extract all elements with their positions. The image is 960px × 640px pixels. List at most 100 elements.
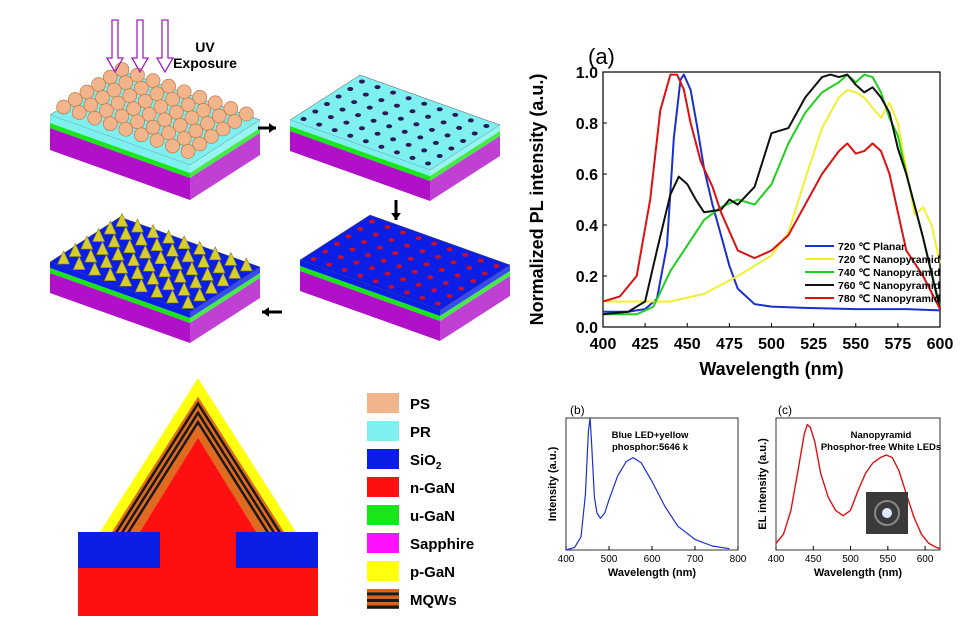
- sio2-hole: [442, 280, 449, 285]
- pr-hole: [405, 142, 412, 147]
- sio2-hole: [435, 254, 442, 259]
- sio2-hole: [384, 225, 391, 230]
- ps-sphere: [180, 144, 196, 159]
- legend-swatch: [367, 477, 399, 497]
- x-tick-label: 700: [687, 554, 704, 565]
- pr-hole: [335, 94, 342, 99]
- x-tick-label: 400: [590, 336, 617, 353]
- legend-label-text: PS: [410, 396, 430, 413]
- block-layer-front: [300, 271, 440, 341]
- pr-hole: [347, 133, 354, 138]
- sio2-hole: [361, 240, 368, 245]
- block-layer-front: [290, 120, 430, 176]
- ps-sphere: [165, 138, 180, 154]
- pr-hole: [401, 129, 408, 134]
- legend-swatch: [367, 533, 399, 553]
- pr-hole: [440, 120, 447, 125]
- ps-sphere: [130, 67, 145, 83]
- ps-sphere: [223, 101, 239, 116]
- y-tick-label: 0.4: [576, 218, 598, 235]
- exposure-label: Exposure: [173, 55, 237, 71]
- nanopyramid: [68, 242, 82, 257]
- sio2-hole: [333, 242, 340, 247]
- ngan-core: [140, 438, 256, 532]
- x-tick-label: 450: [674, 336, 701, 353]
- chart-c-annotation: Phosphor-free White LEDs: [821, 442, 941, 453]
- y-axis-label: Normalized PL intensity (a.u.): [527, 74, 547, 326]
- uv-arrow-icon: [105, 19, 125, 74]
- pr-hole: [358, 79, 365, 84]
- ps-sphere: [192, 90, 208, 105]
- pr-hole: [460, 138, 467, 143]
- legend-label-text: MQWs: [410, 592, 457, 609]
- inset-glow-ring: [874, 500, 900, 526]
- x-tick-label: 600: [917, 554, 934, 565]
- legend-swatch: [367, 505, 399, 525]
- nanopyramid: [177, 235, 191, 250]
- sio2-hole: [450, 260, 457, 265]
- nanopyramid: [119, 225, 133, 240]
- pr-hole: [382, 111, 389, 116]
- nanopyramid: [131, 265, 144, 280]
- nanopyramid: [134, 231, 148, 246]
- nanopyramid: [162, 229, 176, 244]
- sio2-hole: [458, 286, 465, 291]
- legend-label: MQWs: [410, 592, 457, 609]
- sio2-hole: [326, 262, 333, 267]
- nanopyramid: [173, 268, 187, 283]
- nanopyramid-cross-section: [78, 378, 318, 616]
- ps-sphere: [134, 127, 149, 143]
- mqws-swatch: [367, 602, 399, 606]
- nanopyramid: [92, 227, 106, 242]
- y-tick-label: 0.8: [576, 116, 598, 133]
- nanopyramid: [134, 278, 148, 293]
- x-tick-label: 475: [716, 336, 743, 353]
- nanopyramid: [185, 261, 199, 276]
- y-axis-label: Intensity (a.u.): [547, 446, 559, 521]
- sio2-hole: [372, 232, 379, 237]
- pr-hole: [397, 116, 404, 121]
- sio2-hole: [438, 267, 445, 272]
- legend-swatch: [367, 561, 399, 581]
- ps-sphere: [204, 129, 219, 144]
- ps-sphere: [239, 106, 254, 122]
- sio2-hole: [431, 288, 438, 293]
- sio2-hole: [419, 295, 426, 300]
- nanopyramid: [107, 233, 121, 248]
- sio2-hole: [380, 258, 387, 263]
- legend-label-text: n-GaN: [410, 480, 455, 497]
- ps-sphere: [145, 73, 161, 88]
- pr-hole: [378, 98, 385, 103]
- ps-sphere: [215, 121, 231, 137]
- pr-hole: [471, 131, 478, 136]
- legend-label: PR: [410, 424, 431, 441]
- pr-hole: [347, 87, 354, 92]
- nanopyramid: [150, 283, 164, 298]
- ps-sphere: [161, 78, 176, 94]
- ngan-base: [78, 568, 318, 616]
- pr-hole: [413, 122, 420, 127]
- x-tick-label: 500: [758, 336, 785, 353]
- pr-hole: [456, 125, 463, 130]
- series-line-4: [602, 73, 941, 310]
- nanopyramid: [88, 261, 102, 276]
- pr-hole: [312, 109, 319, 114]
- series-line-3: [602, 73, 941, 316]
- sio2-hole: [481, 271, 488, 276]
- nanopyramid: [224, 251, 238, 266]
- nanopyramid: [193, 287, 207, 302]
- sio2-hole: [446, 247, 453, 252]
- block-layer-side: [190, 267, 260, 318]
- y-axis-label: EL intensity (a.u.): [757, 438, 769, 530]
- ngan-stem: [160, 532, 236, 570]
- x-tick-label: 600: [927, 336, 954, 353]
- mqws-swatch: [367, 605, 399, 609]
- ps-sphere: [118, 121, 134, 137]
- x-tick-label: 500: [842, 554, 859, 565]
- nanopyramid: [142, 257, 156, 272]
- nanopyramid: [189, 274, 203, 289]
- block-layer-side: [190, 273, 260, 323]
- x-tick-label: 575: [885, 336, 912, 353]
- pr-hole: [316, 122, 323, 127]
